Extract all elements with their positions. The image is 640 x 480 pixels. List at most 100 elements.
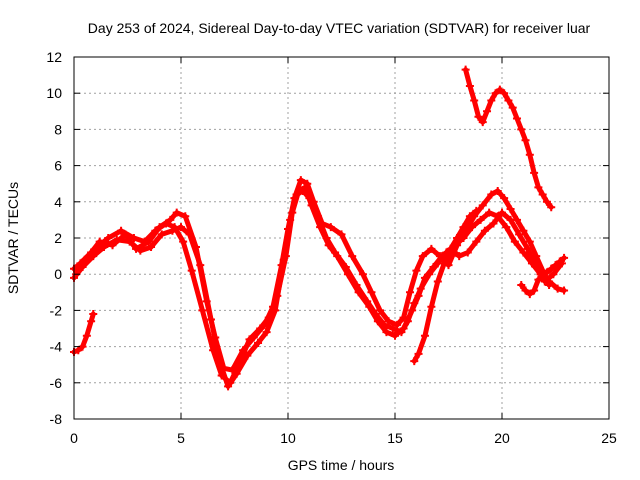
data-point: [538, 190, 547, 199]
x-tick-label: 25: [601, 430, 617, 446]
data-point: [307, 201, 316, 210]
data-point: [480, 226, 489, 235]
data-point: [172, 208, 181, 217]
data-point: [446, 244, 455, 253]
x-tick-label: 0: [70, 430, 78, 446]
data-point: [245, 335, 254, 344]
data-point: [555, 257, 564, 266]
data-point: [530, 168, 539, 177]
data-point: [549, 270, 558, 279]
data-point: [405, 288, 414, 297]
data-point: [179, 237, 188, 246]
data-point: [506, 205, 515, 214]
y-axis-title: SDTVAR / TECUs: [5, 182, 21, 294]
data-point: [455, 252, 464, 261]
data-point: [521, 286, 530, 295]
data-point: [296, 176, 305, 185]
data-point: [470, 96, 479, 105]
data-point: [487, 96, 496, 105]
data-point: [414, 291, 423, 300]
data-point: [525, 150, 534, 159]
data-point: [74, 346, 83, 355]
data-point: [170, 223, 179, 232]
y-tick-label: 2: [54, 230, 62, 246]
data-point: [542, 268, 551, 277]
data-point: [547, 264, 556, 273]
x-tick-label: 15: [387, 430, 403, 446]
data-point: [129, 234, 138, 242]
data-point: [519, 248, 528, 257]
data-point: [301, 183, 310, 192]
data-point: [476, 215, 485, 224]
data-point: [410, 357, 419, 366]
x-tick-label: 5: [177, 430, 185, 446]
data-point: [104, 234, 113, 242]
data-point: [185, 230, 194, 239]
data-point: [465, 81, 474, 90]
data-point: [91, 244, 100, 253]
data-point: [412, 266, 421, 275]
data-point: [472, 237, 481, 246]
data-point: [530, 286, 539, 295]
data-point: [465, 212, 474, 221]
data-point: [525, 290, 534, 299]
data-point: [373, 317, 382, 326]
data-point: [483, 107, 492, 116]
data-point: [209, 346, 218, 355]
data-point: [226, 378, 235, 387]
y-tick-label: 8: [54, 121, 62, 137]
data-point: [365, 302, 374, 311]
data-point: [433, 277, 442, 286]
data-point: [367, 288, 376, 297]
data-point: [553, 284, 562, 293]
y-tick-label: -2: [50, 302, 63, 318]
y-tick-label: -6: [50, 375, 63, 391]
data-point: [560, 286, 569, 295]
data-point: [294, 186, 303, 195]
data-point: [348, 252, 357, 261]
data-point: [427, 244, 436, 253]
data-point: [288, 208, 297, 217]
chart-title: Day 253 of 2024, Sidereal Day-to-day VTE…: [88, 20, 591, 36]
data-point: [382, 328, 391, 337]
data-point: [512, 114, 521, 123]
data-point: [281, 252, 290, 261]
data-point: [80, 255, 89, 264]
data-point: [506, 215, 515, 224]
data-point: [333, 252, 342, 261]
data-point: [521, 136, 530, 145]
data-point: [468, 223, 477, 232]
data-point: [354, 288, 363, 297]
data-point: [157, 230, 166, 239]
data-point: [551, 261, 560, 270]
y-tick-label: -4: [50, 339, 63, 355]
data-point: [358, 270, 367, 279]
data-point: [459, 223, 468, 232]
x-tick-label: 20: [494, 430, 510, 446]
data-point: [478, 201, 487, 210]
data-point: [384, 317, 393, 326]
data-point: [388, 324, 397, 333]
data-point: [500, 89, 509, 98]
data-point: [147, 243, 156, 252]
data-point: [440, 259, 449, 268]
data-point: [408, 306, 417, 315]
data-point: [254, 338, 263, 347]
data-point: [517, 125, 526, 134]
data-point: [519, 226, 528, 235]
data-point: [136, 246, 145, 255]
data-point: [326, 223, 335, 232]
data-point: [500, 194, 509, 203]
x-axis-title: GPS time / hours: [288, 457, 395, 473]
data-point: [485, 208, 494, 217]
y-tick-label: 12: [46, 49, 62, 65]
data-point: [420, 273, 429, 282]
y-tick-label: 4: [54, 194, 62, 210]
data-point: [547, 203, 556, 212]
data-point: [427, 302, 436, 311]
data-point: [418, 252, 427, 261]
data-point: [429, 262, 438, 271]
data-point: [491, 89, 500, 98]
data-point: [256, 324, 265, 333]
y-tick-label: -8: [50, 411, 63, 427]
